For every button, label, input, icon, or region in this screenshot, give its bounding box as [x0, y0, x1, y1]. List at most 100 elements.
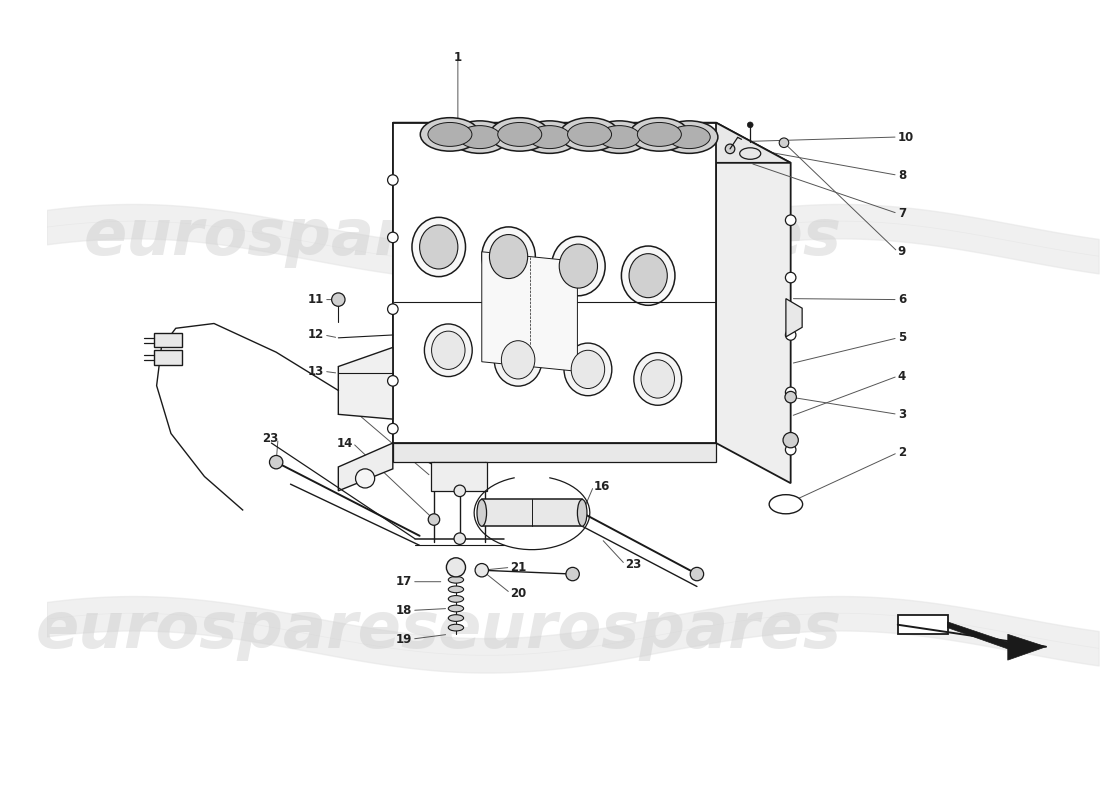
Polygon shape: [339, 347, 393, 419]
Circle shape: [387, 232, 398, 242]
Circle shape: [785, 272, 796, 283]
Ellipse shape: [419, 225, 458, 269]
Ellipse shape: [420, 118, 480, 151]
Circle shape: [331, 293, 345, 306]
Polygon shape: [393, 443, 716, 462]
Ellipse shape: [497, 122, 541, 146]
Ellipse shape: [449, 595, 463, 602]
Text: 19: 19: [396, 633, 412, 646]
Ellipse shape: [641, 360, 674, 398]
Circle shape: [355, 469, 375, 488]
Text: 21: 21: [510, 561, 527, 574]
Text: 10: 10: [898, 130, 914, 143]
Text: 22: 22: [482, 443, 498, 456]
Circle shape: [475, 563, 488, 577]
Text: 20: 20: [510, 586, 527, 600]
Text: eurospares: eurospares: [36, 598, 440, 661]
Polygon shape: [393, 122, 791, 163]
Polygon shape: [393, 122, 716, 443]
Ellipse shape: [634, 353, 682, 406]
Ellipse shape: [629, 118, 689, 151]
Circle shape: [785, 330, 796, 340]
Text: 14: 14: [337, 437, 353, 450]
Ellipse shape: [477, 499, 486, 526]
Ellipse shape: [560, 118, 619, 151]
Ellipse shape: [412, 218, 465, 277]
Text: 23: 23: [262, 432, 278, 445]
Ellipse shape: [449, 614, 463, 622]
Text: 11: 11: [308, 293, 324, 306]
Text: 4: 4: [898, 370, 906, 382]
Circle shape: [387, 174, 398, 186]
Circle shape: [785, 445, 796, 455]
Polygon shape: [154, 350, 183, 365]
Polygon shape: [431, 462, 486, 491]
Text: 15: 15: [337, 403, 353, 416]
Circle shape: [783, 433, 799, 448]
Circle shape: [779, 138, 789, 147]
Polygon shape: [154, 333, 183, 347]
Ellipse shape: [449, 605, 463, 612]
Ellipse shape: [449, 624, 463, 631]
Polygon shape: [785, 298, 802, 337]
Circle shape: [447, 558, 465, 577]
Ellipse shape: [568, 122, 612, 146]
Polygon shape: [482, 499, 582, 526]
Polygon shape: [716, 122, 791, 483]
Ellipse shape: [591, 121, 648, 154]
Text: 3: 3: [898, 408, 906, 421]
Ellipse shape: [551, 237, 605, 296]
Ellipse shape: [571, 350, 605, 389]
Text: 13: 13: [308, 365, 324, 378]
Ellipse shape: [449, 577, 463, 583]
Circle shape: [387, 304, 398, 314]
Circle shape: [454, 533, 465, 545]
Text: 9: 9: [898, 246, 906, 258]
Ellipse shape: [521, 121, 579, 154]
Ellipse shape: [637, 122, 681, 146]
Text: 7: 7: [898, 207, 906, 220]
Text: 16: 16: [594, 479, 610, 493]
Ellipse shape: [559, 244, 597, 288]
Ellipse shape: [425, 324, 472, 377]
Text: 1: 1: [454, 51, 462, 64]
Polygon shape: [898, 615, 947, 634]
Ellipse shape: [528, 126, 571, 149]
Polygon shape: [393, 122, 468, 483]
Ellipse shape: [739, 148, 761, 159]
Ellipse shape: [668, 126, 711, 149]
Text: 6: 6: [898, 293, 906, 306]
Ellipse shape: [491, 118, 549, 151]
Ellipse shape: [449, 586, 463, 593]
Text: 8: 8: [898, 169, 906, 182]
Circle shape: [691, 567, 704, 581]
Polygon shape: [1008, 634, 1046, 660]
Ellipse shape: [482, 227, 536, 286]
Circle shape: [454, 485, 465, 497]
Ellipse shape: [428, 122, 472, 146]
Ellipse shape: [451, 121, 508, 154]
Circle shape: [785, 391, 796, 403]
Circle shape: [725, 144, 735, 154]
Ellipse shape: [459, 126, 500, 149]
Polygon shape: [947, 622, 1012, 650]
Ellipse shape: [431, 331, 465, 370]
Circle shape: [428, 514, 440, 526]
Circle shape: [387, 423, 398, 434]
Text: eurospares: eurospares: [438, 598, 842, 661]
Circle shape: [565, 567, 580, 581]
Text: 18: 18: [396, 604, 412, 617]
Circle shape: [747, 122, 754, 128]
Text: eurospares: eurospares: [438, 206, 842, 269]
Text: 5: 5: [898, 331, 906, 344]
Ellipse shape: [490, 234, 528, 278]
Ellipse shape: [621, 246, 675, 306]
Ellipse shape: [598, 126, 640, 149]
Polygon shape: [482, 252, 578, 371]
Ellipse shape: [578, 499, 587, 526]
Ellipse shape: [629, 254, 668, 298]
Text: eurospares: eurospares: [84, 206, 487, 269]
Ellipse shape: [564, 343, 612, 396]
Circle shape: [785, 215, 796, 226]
Text: 17: 17: [396, 575, 412, 588]
